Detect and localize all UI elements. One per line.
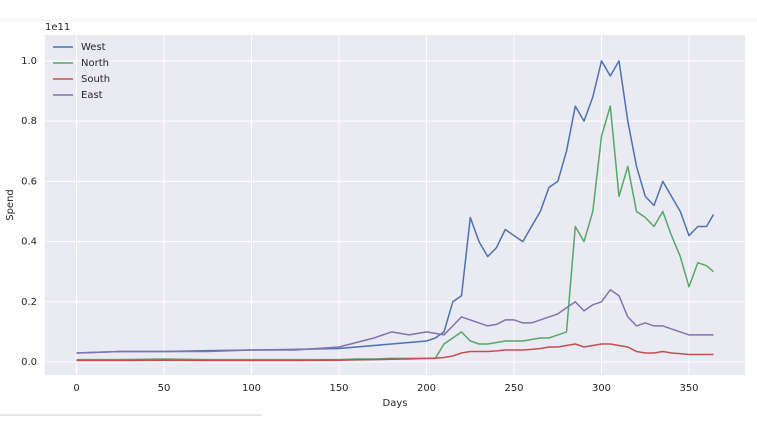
- y-tick-label: 0.0: [21, 357, 37, 368]
- series-line: [76, 289, 714, 354]
- y-axis-label: Spend: [5, 189, 16, 221]
- x-tick-label: 0: [73, 383, 79, 394]
- series-line: [76, 105, 714, 361]
- x-tick-label: 150: [329, 383, 348, 394]
- y-tick-label: 0.6: [21, 176, 37, 187]
- x-tick-label: 50: [158, 383, 171, 394]
- lines: [76, 60, 715, 362]
- legend-label: West: [81, 42, 106, 53]
- grid: [45, 35, 745, 375]
- y-tick-label: 1.0: [21, 56, 37, 67]
- y-offset-label: 1e11: [45, 22, 70, 33]
- x-tick-label: 250: [504, 383, 523, 394]
- y-tick-label: 0.4: [21, 237, 37, 248]
- notebook-header: [0, 0, 757, 20]
- series-line: [76, 343, 714, 362]
- x-tick-label: 300: [592, 383, 611, 394]
- y-tick-label: 0.2: [21, 297, 37, 308]
- x-axis-label: Days: [383, 398, 408, 409]
- y-tick-label: 0.8: [21, 116, 37, 127]
- legend-label: South: [81, 74, 110, 85]
- series-line: [76, 60, 715, 354]
- x-tick-label: 200: [417, 383, 436, 394]
- legend-label: East: [81, 90, 103, 101]
- x-tick-label: 350: [679, 383, 698, 394]
- x-tick-label: 100: [242, 383, 261, 394]
- legend-label: North: [81, 58, 109, 69]
